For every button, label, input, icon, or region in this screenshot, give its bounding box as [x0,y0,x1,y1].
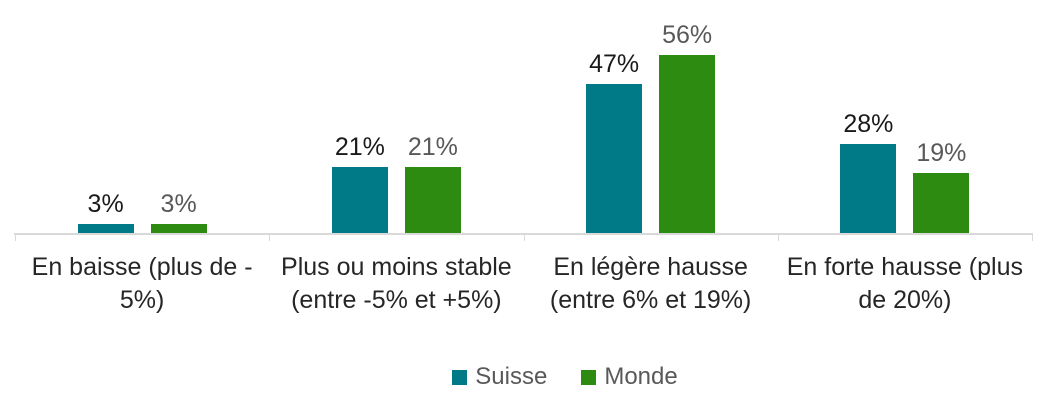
category-group: 21% 21% [331,133,461,234]
data-label-suisse: 3% [87,190,124,218]
legend: Suisse Monde [38,363,1054,391]
bar-column: 28% [840,110,897,234]
axis-tick [778,233,779,241]
bar-monde [659,55,716,234]
x-axis-line [14,233,1033,235]
legend-entry-monde: Monde [581,363,678,391]
category-label: En légère hausse (entre 6% et 19%) [524,251,778,317]
category-label-line: En baisse (plus de - [31,253,253,281]
bar-column: 47% [586,50,643,234]
legend-label-monde: Monde [604,363,678,390]
bar-monde [150,224,207,234]
bar-column: 21% [331,133,388,234]
category-label: En baisse (plus de - 5%) [15,251,269,317]
bar-suisse [77,224,134,234]
category-label-line: (entre 6% et 19%) [549,286,752,314]
category-group: 28% 19% [840,110,970,234]
category-label: Plus ou moins stable (entre -5% et +5%) [269,251,523,317]
monde-swatch-icon [581,369,597,385]
legend-label-suisse: Suisse [475,363,548,390]
axis-tick [269,233,270,241]
category-label-line: de 20%) [858,286,952,314]
category-label-line: (entre -5% et +5%) [291,286,502,314]
data-label-monde: 56% [662,21,713,49]
category-label-line: Plus ou moins stable [281,253,512,281]
axis-tick [15,233,16,241]
bar-column: 56% [659,21,716,234]
legend-entry-suisse: Suisse [452,363,547,391]
bar-monde [913,173,970,234]
category-group: 3% 3% [77,190,207,234]
bar-column: 3% [150,190,207,234]
bar-column: 19% [913,139,970,234]
bar-monde [404,167,461,234]
suisse-swatch-icon [452,369,468,385]
axis-tick [1032,233,1033,241]
data-label-suisse: 47% [589,50,640,78]
bar-suisse [840,144,897,234]
data-label-suisse: 28% [843,110,894,138]
data-label-monde: 19% [916,139,967,167]
bar-column: 3% [77,190,134,234]
category-label-line: 5%) [119,286,165,314]
category-label: En forte hausse (plus de 20%) [778,251,1032,317]
category-label-line: En forte hausse (plus [786,253,1023,281]
category-label-line: En légère hausse [553,253,748,281]
bar-column: 21% [404,133,461,234]
axis-tick [524,233,525,241]
bar-suisse [586,84,643,234]
data-label-monde: 3% [160,190,197,218]
data-label-monde: 21% [407,133,458,161]
category-group: 47% 56% [586,21,716,234]
data-label-suisse: 21% [334,133,385,161]
bar-suisse [331,167,388,234]
